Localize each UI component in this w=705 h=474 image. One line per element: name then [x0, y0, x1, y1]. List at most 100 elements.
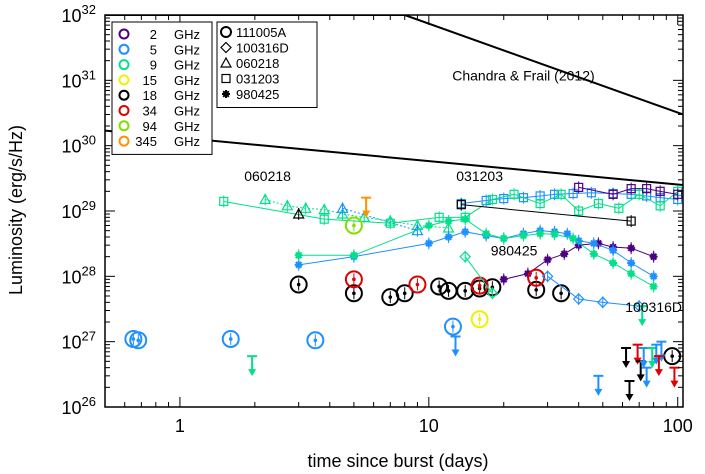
legend-unit: GHz	[174, 42, 200, 57]
data-point-dot	[131, 337, 136, 341]
y-tick-exponent: 28	[82, 263, 96, 278]
legend-marker	[118, 43, 130, 55]
x-tick-label: 10	[419, 416, 439, 436]
limit-head	[670, 380, 679, 388]
data-point	[649, 252, 658, 261]
upper-limit-arrow	[624, 380, 635, 402]
upper-limit-arrow	[653, 355, 664, 377]
upper-limit-arrow	[621, 346, 632, 368]
data-point	[358, 211, 371, 222]
data-point-dot	[402, 291, 407, 296]
data-point	[594, 239, 603, 248]
data-point	[499, 234, 508, 243]
legend-symbol	[219, 56, 233, 68]
data-point	[259, 193, 272, 205]
x-tick-label: 100	[663, 416, 693, 436]
data-point	[408, 275, 427, 294]
y-tick-exponent: 32	[82, 2, 96, 17]
data-point	[299, 202, 312, 213]
data-point	[634, 189, 644, 199]
data-point	[486, 287, 499, 300]
data-point	[608, 189, 618, 199]
series-line	[547, 275, 640, 307]
data-point-dot	[451, 324, 455, 329]
data-point-dot	[477, 283, 482, 288]
limit-head	[362, 210, 371, 218]
data-point	[673, 189, 683, 199]
data-point	[596, 296, 609, 309]
upper-limit-arrow	[637, 305, 648, 327]
legend-unit: GHz	[174, 73, 200, 88]
data-point	[627, 244, 636, 253]
data-point	[129, 331, 148, 350]
upper-limits-layer	[247, 196, 680, 402]
legend-marker	[118, 135, 130, 147]
data-point	[292, 207, 305, 219]
upper-limit-arrow	[450, 335, 461, 357]
data-point	[518, 193, 529, 203]
y-tick-base: 10	[62, 71, 82, 91]
data-point-dot	[296, 282, 301, 287]
data-point	[470, 276, 489, 295]
frequency-legend: 2 GHz 5 GHz 9 GHz 15 GHz 18 GHz 34 GHz 94 GHz 345 GHz	[111, 21, 213, 155]
data-point	[519, 231, 528, 240]
data-point-dot	[415, 282, 420, 287]
limit-head	[648, 360, 657, 368]
series-line	[578, 186, 678, 195]
upper-limit-arrow	[638, 346, 649, 368]
limit-head	[639, 360, 648, 368]
data-point	[574, 206, 584, 216]
data-point	[655, 186, 665, 196]
data-point	[649, 282, 658, 291]
data-point	[536, 229, 545, 238]
data-point	[523, 269, 532, 278]
legend-marker	[118, 59, 130, 71]
data-point	[349, 251, 358, 260]
data-point	[219, 196, 229, 207]
data-point-dot	[463, 289, 467, 293]
data-point	[384, 214, 397, 226]
data-point	[568, 188, 578, 199]
data-point	[281, 199, 294, 211]
data-point	[626, 216, 636, 226]
data-point-dot	[437, 284, 441, 289]
series-031203-5ghz	[456, 186, 683, 210]
data-point	[556, 189, 566, 199]
data-point	[563, 229, 572, 238]
x-axis-label: time since burst (days)	[307, 451, 488, 471]
annotation-label: 980425	[491, 242, 538, 258]
legend-symbol	[220, 41, 232, 54]
series-line	[461, 204, 632, 222]
series-100316D-9ghz	[459, 250, 499, 300]
annotation-label: 031203	[456, 168, 503, 184]
limit-head	[625, 394, 634, 402]
data-point	[459, 250, 472, 263]
data-point	[589, 249, 598, 258]
series-line	[265, 199, 449, 229]
legend-source-name: 060218	[236, 56, 279, 71]
y-tick-base: 10	[62, 202, 82, 222]
legend-symbol	[222, 90, 230, 98]
legend-frequency: 2	[150, 27, 157, 42]
data-point	[461, 227, 470, 236]
legend-unit: GHz	[174, 27, 200, 42]
series-031203-18ghz	[456, 198, 636, 228]
y-tick-label: 1032	[62, 2, 97, 26]
envelope-upper-line	[105, 15, 683, 116]
data-point	[560, 249, 569, 258]
data-point	[574, 236, 583, 245]
data-point	[569, 234, 578, 243]
data-point	[586, 188, 597, 198]
legend-frequency: 18	[143, 88, 157, 103]
legend-marker	[118, 120, 130, 132]
y-tick-label: 1031	[62, 67, 97, 91]
data-point	[633, 300, 646, 312]
legend-frequency: 94	[143, 119, 157, 134]
series-111005A-34ghz	[344, 268, 546, 295]
data-point	[443, 317, 462, 336]
limit-head	[622, 360, 631, 368]
